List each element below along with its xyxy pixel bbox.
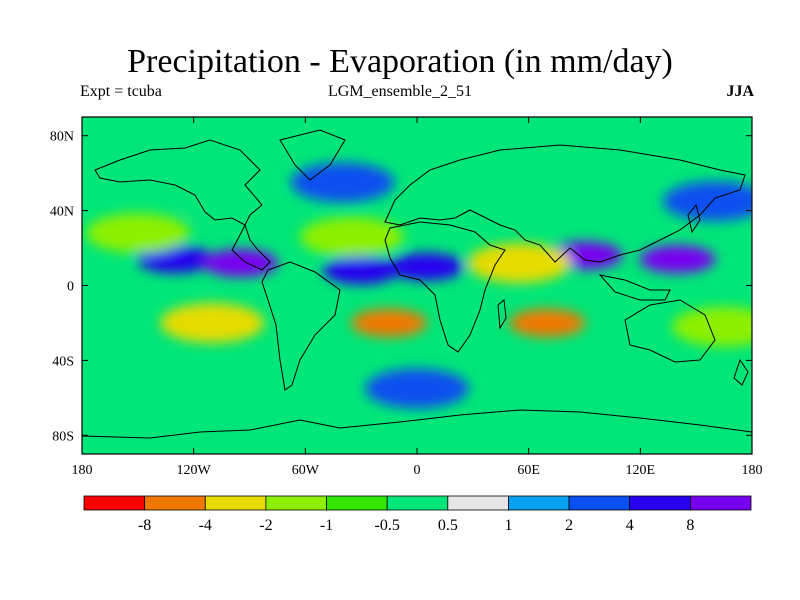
- y-tick-label: 80N: [50, 130, 74, 145]
- colorbar-swatch: [144, 495, 206, 511]
- coast-greenland: [279, 129, 346, 181]
- x-tick-label: 60W: [292, 463, 320, 478]
- region-southern-ocean-storm-track: [365, 368, 469, 409]
- coast-new-zealand: [733, 358, 749, 386]
- region-north-pacific-storm-track: [662, 181, 752, 222]
- x-tick-label: 180: [72, 463, 93, 478]
- x-tick-label: 180: [742, 463, 763, 478]
- region-south-atlantic-subtropics: [351, 308, 428, 337]
- chart-title: Precipitation - Evaporation (in mm/day): [127, 43, 673, 80]
- colorbar-label: 4: [626, 517, 634, 534]
- y-tick-label: 40N: [50, 205, 74, 220]
- colorbar-label: -8: [138, 517, 151, 534]
- axes: 180 120W 60W 0 60E 120E 180 80N 40N 0 40S 80S: [50, 117, 763, 478]
- colorbar-swatch: [629, 495, 691, 511]
- experiment-label: Expt = tcuba: [80, 83, 162, 100]
- precip-evap-field: [82, 117, 752, 454]
- region-north-atlantic-storm-track: [290, 162, 395, 203]
- coast-africa: [384, 221, 506, 353]
- ensemble-label: LGM_ensemble_2_51: [328, 83, 472, 100]
- colorbar-label: -0.5: [375, 517, 400, 534]
- y-tick-label: 80S: [52, 429, 74, 444]
- colorbar-swatch: [326, 495, 388, 511]
- coast-madagascar: [497, 299, 507, 330]
- colorbar-label: -2: [259, 517, 272, 534]
- coast-maritime-continent: [598, 274, 671, 301]
- region-north-america-interior: [178, 181, 283, 222]
- colorbar-label: 2: [565, 517, 573, 534]
- region-arabian-sea: [467, 243, 572, 284]
- region-central-america-convergence: [202, 249, 279, 278]
- colorbar-label: 1: [504, 517, 512, 534]
- colorbar-swatch: [204, 495, 267, 511]
- region-north-pacific-subtropics: [85, 213, 190, 254]
- y-tick-label: 0: [67, 280, 74, 295]
- region-south-west-pacific: [672, 306, 752, 347]
- region-north-atlantic-subtropics: [299, 216, 404, 257]
- coast-eurasia: [384, 144, 746, 263]
- coast-japan: [687, 203, 701, 234]
- colorbar-swatch: [508, 495, 570, 511]
- region-south-indian-subtropics: [509, 308, 586, 337]
- region-antarctica: [365, 424, 469, 454]
- region-tropical-pacific-itcz-east: [137, 245, 214, 274]
- coast-australia: [624, 299, 716, 363]
- field-regions: [85, 117, 752, 454]
- y-tick-label: 40S: [52, 354, 74, 369]
- colorbar-label: -1: [320, 517, 333, 534]
- region-tropical-atlantic-itcz: [323, 256, 400, 285]
- region-west-pacific-warm-pool: [639, 245, 716, 274]
- coast-antarctica: [82, 409, 752, 454]
- coastlines: [82, 129, 752, 454]
- coast-south-america: [261, 261, 341, 391]
- colorbar-label: -4: [199, 517, 212, 534]
- x-tick-label: 0: [414, 463, 421, 478]
- colorbar-swatch: [83, 495, 146, 511]
- coast-north-america: [94, 139, 271, 271]
- x-tick-label: 120E: [626, 463, 656, 478]
- x-tick-label: 60E: [517, 463, 540, 478]
- region-eurasia-interior: [495, 171, 600, 212]
- colorbar: -8 -4 -2 -1 -0.5 0.5 1 2 4 8: [83, 495, 752, 534]
- season-label: JJA: [726, 83, 754, 100]
- colorbar-label: 8: [686, 517, 694, 534]
- colorbar-swatch: [689, 495, 752, 511]
- colorbar-label: 0.5: [438, 517, 458, 534]
- region-south-east-pacific: [160, 302, 265, 343]
- region-west-africa-monsoon: [388, 252, 465, 281]
- colorbar-swatch: [447, 495, 509, 511]
- colorbar-swatch: [386, 495, 449, 511]
- colorbar-swatch: [568, 495, 631, 511]
- region-arctic-ocean: [365, 117, 469, 147]
- x-tick-label: 120W: [177, 463, 212, 478]
- colorbar-swatch: [265, 495, 327, 511]
